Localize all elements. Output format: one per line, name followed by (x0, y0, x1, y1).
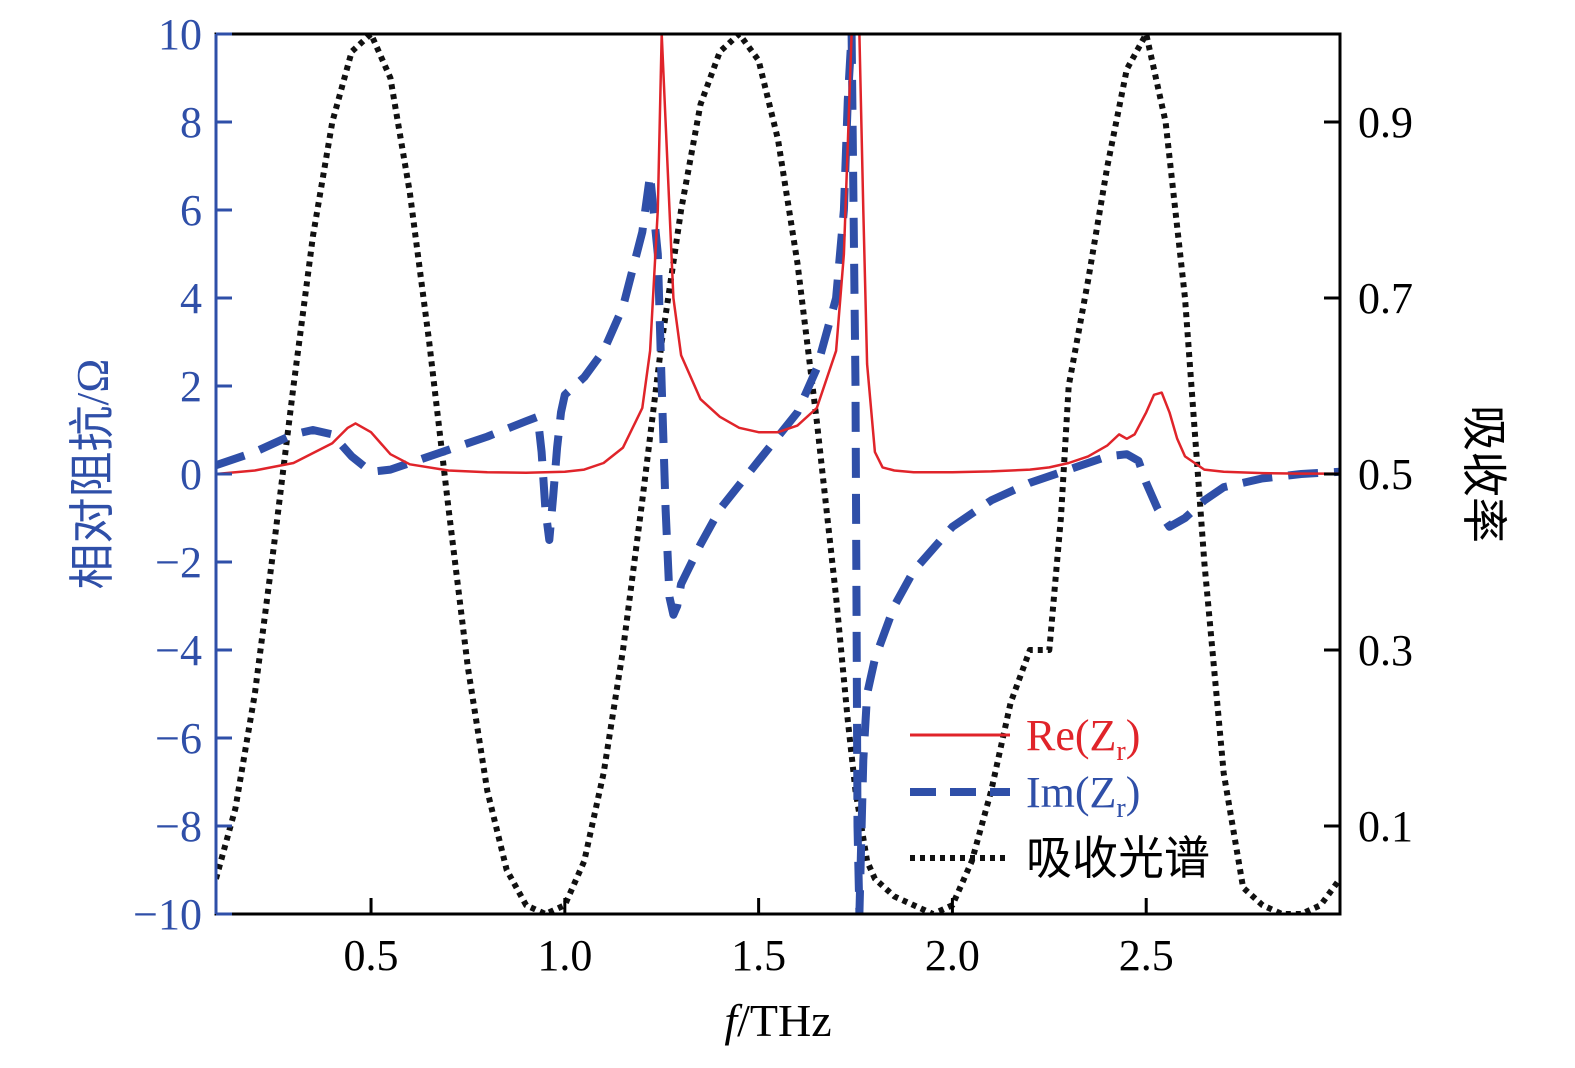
x-tick-label: 1.0 (537, 931, 592, 980)
y-left-tick-label: 2 (180, 362, 202, 411)
y-left-tick-label: −10 (133, 890, 202, 939)
x-axis-label-unit: /THz (737, 995, 832, 1046)
legend: Re(Zr) Im(Zr) 吸收光谱 (910, 711, 1210, 884)
y-right-tick-label: 0.9 (1358, 98, 1413, 147)
y-left-tick-label: −8 (155, 802, 202, 851)
y-left-tick-label: 0 (180, 450, 202, 499)
y-right-axis-label: 吸收率 (1458, 405, 1509, 543)
x-tick-label: 2.0 (925, 931, 980, 980)
y-left-tick-label: 8 (180, 98, 202, 147)
x-axis-label: f/THz (724, 995, 831, 1046)
y-left-tick-label: −2 (155, 538, 202, 587)
y-right-tick-label: 0.5 (1358, 450, 1413, 499)
legend-label-im: Im(Zr) (1026, 768, 1140, 824)
y-left-tick-label: 6 (180, 186, 202, 235)
y-left-tick-label: 10 (158, 10, 202, 59)
y-left-tick-label: −4 (155, 626, 202, 675)
x-tick-label: 0.5 (344, 931, 399, 980)
series-line-absorption (216, 34, 1340, 914)
x-tick-label: 1.5 (731, 931, 786, 980)
y-left-tick-label: 4 (180, 274, 202, 323)
legend-label-re: Re(Zr) (1026, 711, 1140, 767)
series-layer (216, 34, 1340, 914)
y-right-tick-label: 0.7 (1358, 274, 1413, 323)
series-line-re (216, 34, 1340, 476)
y-right-tick-label: 0.3 (1358, 626, 1413, 675)
x-tick-label: 2.5 (1119, 931, 1174, 980)
y-left-axis-label: 相对阻抗/Ω (67, 359, 118, 590)
ticks-layer: 0.5 1.0 1.5 2.0 2.5 10 8 6 4 2 0 −2 −4 −6 −8 −10 0.9 0.7 0… (133, 10, 1413, 980)
y-right-tick-label: 0.1 (1358, 802, 1413, 851)
y-left-tick-label: −6 (155, 714, 202, 763)
legend-label-abs: 吸收光谱 (1026, 833, 1210, 884)
series-line-im (216, 34, 1340, 914)
